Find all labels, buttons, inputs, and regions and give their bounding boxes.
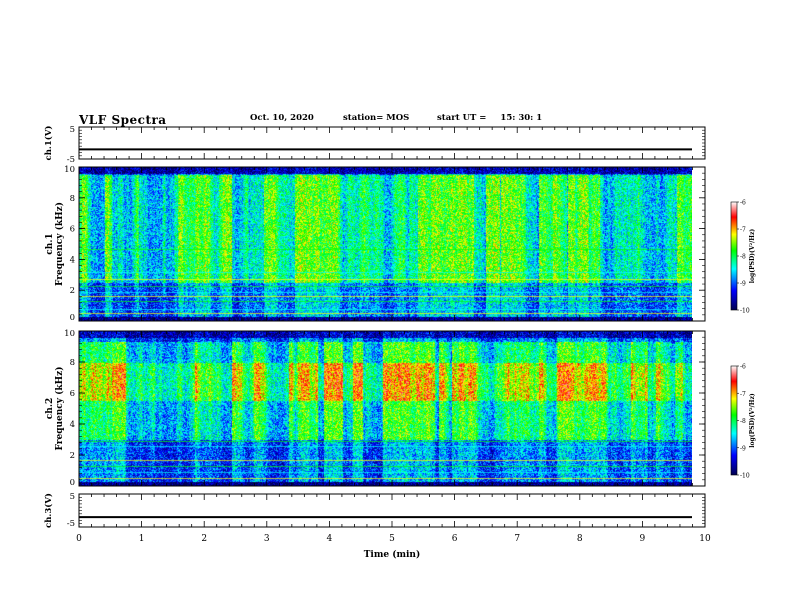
y-tick-label: 0 [70, 478, 75, 488]
colorbar-label: log(PSD)(V²/Hz) [749, 393, 756, 448]
station-label: station= MOS [343, 113, 410, 123]
y-tick-label: 10 [64, 329, 75, 339]
x-tick-label: 0 [76, 534, 82, 544]
start-time-label: start UT = 15: 30: 1 [437, 113, 542, 123]
y-tick-label: 2 [70, 451, 75, 461]
panel-ch2-spectrogram: 0 2 4 6 8 10 ch.2 Frequency (kHz) [45, 329, 706, 488]
y-tick-label: 2 [70, 286, 75, 296]
y-tick-label: 8 [70, 358, 75, 368]
y-tick-label: 5 [70, 125, 75, 135]
date-label: Oct. 10, 2020 [250, 113, 314, 123]
x-tick-label: 4 [327, 534, 333, 544]
colorbar-gradient [730, 365, 738, 476]
colorbar-ch2: -6 -7 -8 -9 -10 log(PSD)(V²/Hz) [730, 364, 756, 480]
y-tick-label: 6 [70, 225, 75, 235]
y-axis-label: Frequency (kHz) [54, 366, 65, 450]
y-axis-label: ch.1(V) [43, 126, 54, 161]
colorbar-tick-label: -9 [740, 281, 746, 288]
panel-ch3-waveform: 5 -5 ch.3(V) [43, 492, 706, 529]
colorbar-gradient [730, 201, 738, 311]
start-ut-value: 15: 30: 1 [500, 113, 543, 123]
colorbar-tick-label: -6 [740, 200, 746, 207]
colorbar-tick-label: -10 [740, 308, 750, 315]
x-tick-label: 10 [699, 534, 711, 544]
x-tick-label: 5 [389, 534, 395, 544]
colorbar-tick-label: -7 [740, 391, 746, 398]
x-tick-label: 1 [139, 534, 145, 544]
colorbar-tick-label: -9 [740, 445, 746, 452]
spectrogram-image-ch1 [79, 167, 692, 321]
x-tick-label: 2 [201, 534, 207, 544]
y-tick-label: 5 [70, 492, 75, 502]
y-tick-label: -5 [67, 519, 75, 529]
y-axis-label: ch.3(V) [43, 493, 54, 528]
panel-ch1-spectrogram: 0 2 4 6 8 10 ch.1 Frequency (kHz) [45, 165, 706, 323]
colorbar-tick-label: -6 [740, 364, 746, 371]
x-tick-label: 3 [264, 534, 270, 544]
x-tick-label: 7 [514, 534, 520, 544]
colorbar-ch1: -6 -7 -8 -9 -10 log(PSD)(V²/Hz) [730, 200, 756, 315]
x-axis-label: Time (min) [364, 549, 421, 560]
y-tick-label: 0 [70, 313, 75, 323]
y-axis-channel-label: ch.2 [45, 398, 55, 419]
colorbar-label: log(PSD)(V²/Hz) [749, 229, 756, 284]
colorbar-tick-label: -10 [740, 473, 750, 480]
figure-title: VLF Spectra [79, 113, 167, 127]
y-tick-label: 4 [70, 255, 75, 265]
y-axis-label: Frequency (kHz) [54, 202, 65, 286]
colorbar-tick-label: -8 [740, 418, 746, 425]
panel-ch1-waveform: 5 -5 ch.1(V) [43, 125, 706, 165]
colorbar-tick-label: -8 [740, 254, 746, 261]
x-tick-label: 9 [640, 534, 646, 544]
x-tick-label: 6 [452, 534, 458, 544]
y-axis-channel-label: ch.1 [45, 233, 55, 254]
y-tick-label: 8 [70, 194, 75, 204]
y-tick-label: 10 [64, 165, 75, 175]
y-tick-label: 6 [70, 389, 75, 399]
start-ut-label: start UT = [437, 113, 487, 123]
x-tick-label: 8 [577, 534, 583, 544]
colorbar-tick-label: -7 [740, 227, 746, 234]
y-tick-label: -5 [67, 155, 75, 165]
spectrogram-image-ch2 [79, 331, 692, 486]
y-tick-label: 4 [70, 420, 75, 430]
